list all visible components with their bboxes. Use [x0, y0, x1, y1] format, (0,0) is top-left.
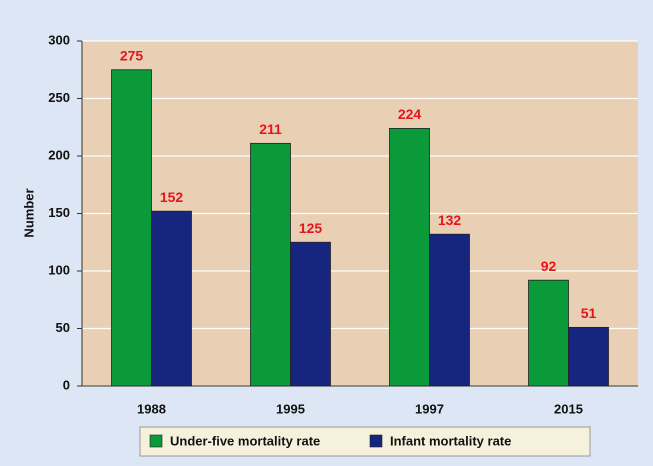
y-tick-label: 50 [56, 320, 70, 335]
bar [389, 127, 430, 387]
value-label: 51 [581, 305, 597, 321]
legend-label: Infant mortality rate [390, 433, 511, 448]
x-tick-label: 1988 [137, 401, 166, 416]
bar [528, 279, 569, 387]
legend-swatch [149, 434, 163, 448]
bar [568, 326, 609, 387]
y-tick-label: 300 [48, 32, 70, 47]
legend [139, 426, 591, 457]
value-label: 152 [160, 189, 184, 205]
value-label: 224 [398, 106, 422, 122]
value-label: 211 [259, 121, 282, 137]
y-tick-label: 150 [48, 205, 70, 220]
value-label: 125 [299, 220, 323, 236]
x-tick-label: 1995 [276, 401, 305, 416]
legend-swatch [369, 434, 383, 448]
value-label: 275 [120, 47, 144, 63]
bar [250, 142, 291, 387]
legend-label: Under-five mortality rate [170, 433, 320, 448]
bar [151, 210, 192, 387]
y-tick-label: 200 [48, 147, 70, 162]
bar [111, 69, 152, 387]
bar [429, 233, 470, 387]
y-tick-label: 100 [48, 262, 70, 277]
x-tick-label: 2015 [554, 401, 583, 416]
value-label: 132 [438, 212, 462, 228]
x-tick-label: 1997 [415, 401, 444, 416]
value-label: 92 [541, 258, 557, 274]
y-tick-label: 250 [48, 90, 70, 105]
y-axis-label: Number [21, 188, 36, 237]
bar [290, 241, 331, 387]
y-tick-label: 0 [63, 377, 70, 392]
